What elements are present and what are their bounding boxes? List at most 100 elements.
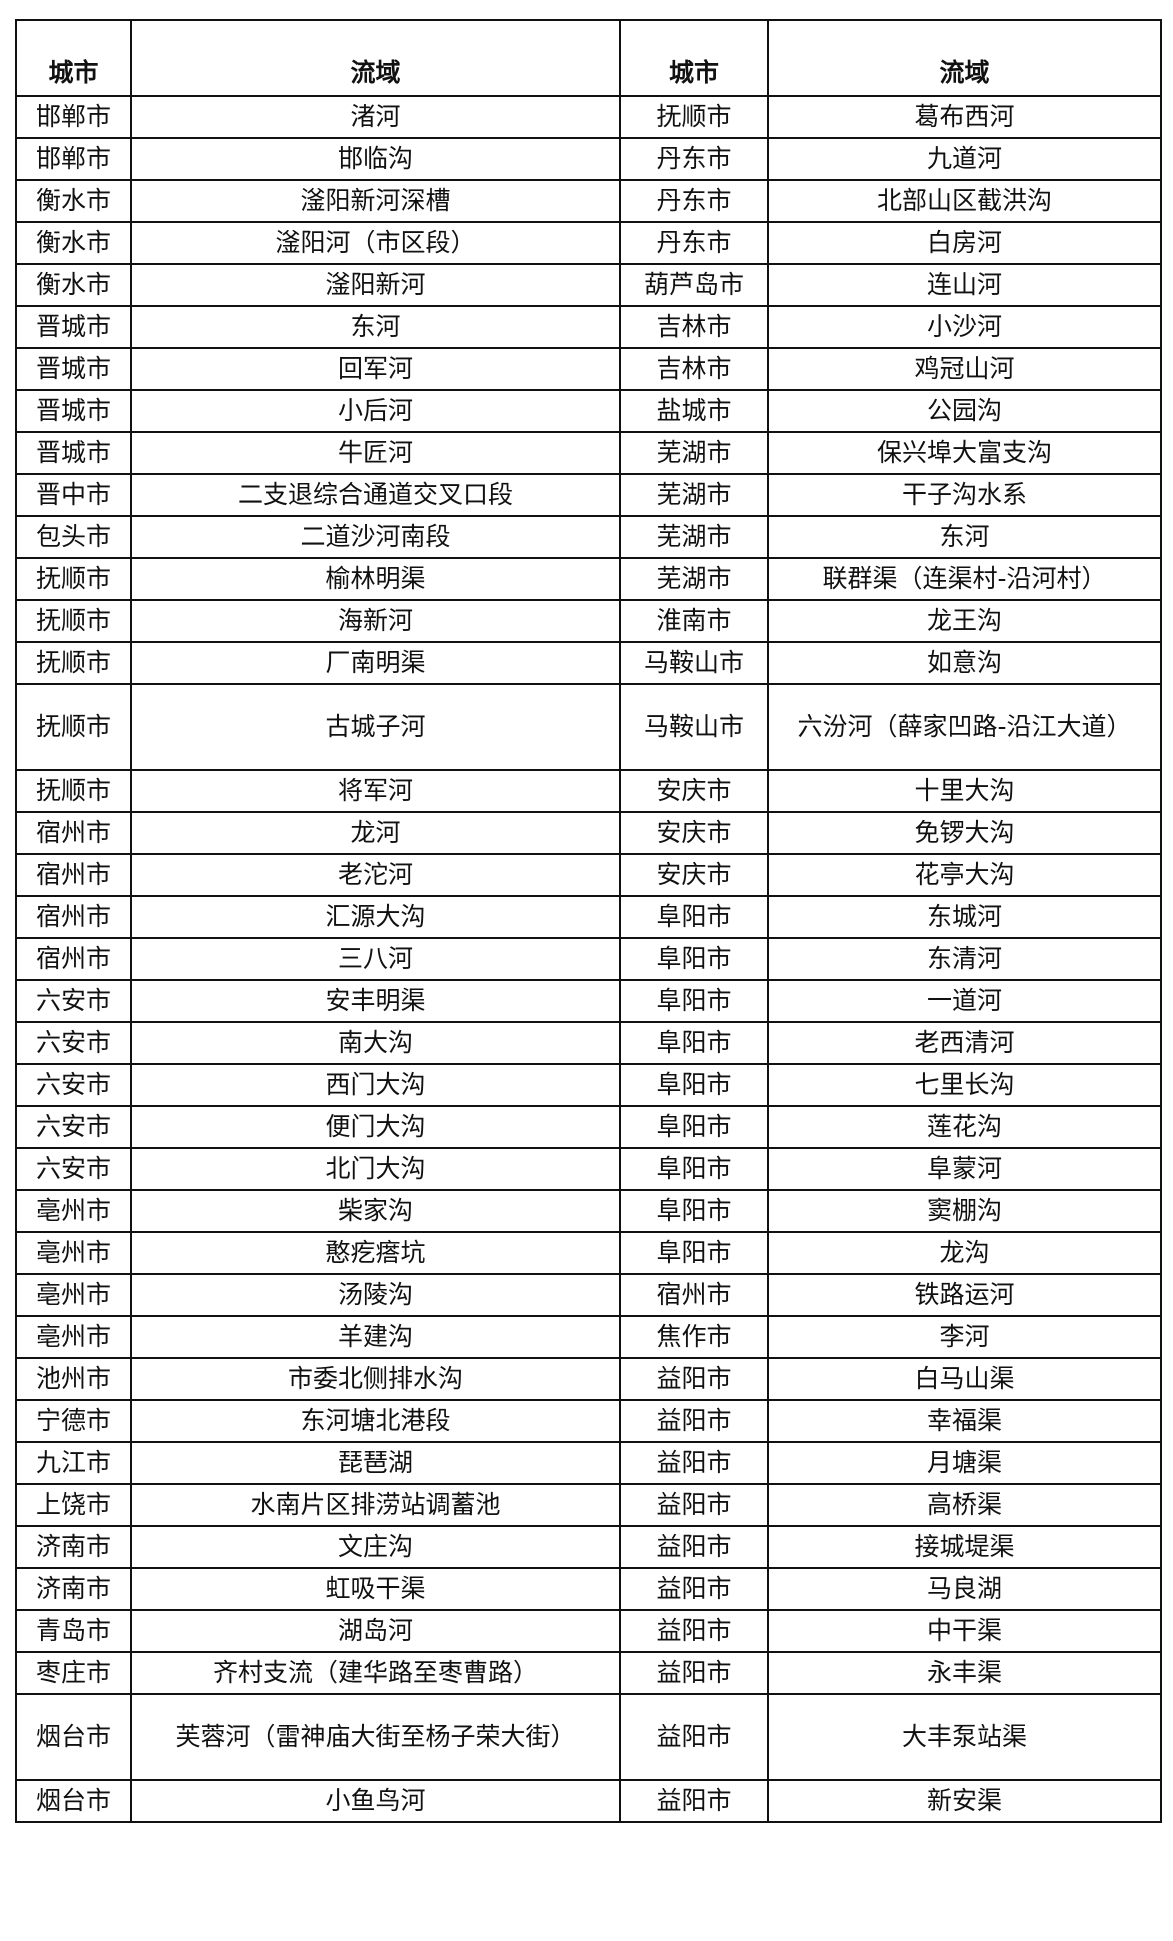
river-basin-table: 城市 流域 城市 流域 邯郸市 渚河 抚顺市 葛布西河 邯郸市 邯临沟 丹东市 九道河 衡水市滏… [15, 19, 1162, 1823]
table-row: 亳州市 汤陵沟 宿州市 铁路运河 [15, 1273, 1162, 1317]
basin-cell: 牛匠河 [130, 431, 621, 475]
basin-cell: 东河塘北港段 [130, 1399, 621, 1443]
table-row: 抚顺市 海新河 淮南市 龙王沟 [15, 599, 1162, 643]
basin-cell: 滏阳新河 [130, 263, 621, 307]
basin-cell: 龙沟 [767, 1231, 1162, 1275]
city-cell: 晋城市 [15, 389, 132, 433]
basin-cell: 老西清河 [767, 1021, 1162, 1065]
table-row: 衡水市 滏阳新河 葫芦岛市 连山河 [15, 263, 1162, 307]
city-cell: 六安市 [15, 979, 132, 1023]
basin-cell: 葛布西河 [767, 95, 1162, 139]
table-row: 池州市 市委北侧排水沟 益阳市 白马山渠 [15, 1357, 1162, 1401]
table-row: 六安市 北门大沟 阜阳市 阜蒙河 [15, 1147, 1162, 1191]
table-row: 济南市 虹吸干渠 益阳市 马良湖 [15, 1567, 1162, 1611]
table-row: 晋中市 二支退综合通道交叉口段 芜湖市 干子沟水系 [15, 473, 1162, 517]
table-row: 六安市 便门大沟 阜阳市 莲花沟 [15, 1105, 1162, 1149]
table-row: 六安市 安丰明渠 阜阳市 一道河 [15, 979, 1162, 1023]
city-cell: 丹东市 [619, 137, 769, 181]
table-row: 济南市 文庄沟 益阳市 接城堤渠 [15, 1525, 1162, 1569]
basin-cell: 月塘渠 [767, 1441, 1162, 1485]
city-cell: 衡水市 [15, 179, 132, 223]
table-row: 烟台市 芙蓉河（雷神庙大街至杨子荣大街） 益阳市 大丰泵站渠 [15, 1693, 1162, 1781]
table-row: 烟台市 小鱼鸟河 益阳市 新安渠 [15, 1779, 1162, 1823]
basin-cell: 李河 [767, 1315, 1162, 1359]
basin-cell: 芙蓉河（雷神庙大街至杨子荣大街） [130, 1693, 621, 1781]
table-row: 晋城市 回军河 吉林市 鸡冠山河 [15, 347, 1162, 391]
city-cell: 枣庄市 [15, 1651, 132, 1695]
basin-cell: 莲花沟 [767, 1105, 1162, 1149]
basin-cell: 三八河 [130, 937, 621, 981]
basin-cell: 窦棚沟 [767, 1189, 1162, 1233]
city-cell: 宁德市 [15, 1399, 132, 1443]
table-row: 亳州市 羊建沟 焦作市 李河 [15, 1315, 1162, 1359]
city-cell: 晋城市 [15, 431, 132, 475]
basin-cell: 铁路运河 [767, 1273, 1162, 1317]
basin-cell: 南大沟 [130, 1021, 621, 1065]
table-row: 抚顺市 榆林明渠 芜湖市 联群渠（连渠村-沿河村） [15, 557, 1162, 601]
city-cell: 益阳市 [619, 1567, 769, 1611]
city-cell: 阜阳市 [619, 1147, 769, 1191]
basin-cell: 东城河 [767, 895, 1162, 939]
city-cell: 六安市 [15, 1063, 132, 1107]
city-cell: 晋城市 [15, 347, 132, 391]
table-row: 邯郸市 邯临沟 丹东市 九道河 [15, 137, 1162, 181]
city-cell: 益阳市 [619, 1357, 769, 1401]
basin-cell: 马良湖 [767, 1567, 1162, 1611]
header-city-1: 城市 [15, 19, 132, 97]
table-row: 抚顺市 厂南明渠 马鞍山市 如意沟 [15, 641, 1162, 685]
city-cell: 益阳市 [619, 1483, 769, 1527]
basin-cell: 龙王沟 [767, 599, 1162, 643]
basin-cell: 小后河 [130, 389, 621, 433]
basin-cell: 便门大沟 [130, 1105, 621, 1149]
city-cell: 抚顺市 [15, 769, 132, 813]
table-row: 青岛市 湖岛河 益阳市 中干渠 [15, 1609, 1162, 1653]
city-cell: 晋中市 [15, 473, 132, 517]
basin-cell: 将军河 [130, 769, 621, 813]
basin-cell: 白马山渠 [767, 1357, 1162, 1401]
city-cell: 丹东市 [619, 221, 769, 265]
city-cell: 宿州市 [15, 937, 132, 981]
basin-cell: 中干渠 [767, 1609, 1162, 1653]
city-cell: 阜阳市 [619, 1105, 769, 1149]
basin-cell: 高桥渠 [767, 1483, 1162, 1527]
basin-cell: 保兴埠大富支沟 [767, 431, 1162, 475]
table-row: 上饶市 水南片区排涝站调蓄池 益阳市 高桥渠 [15, 1483, 1162, 1527]
table-row: 宁德市 东河塘北港段 益阳市 幸福渠 [15, 1399, 1162, 1443]
city-cell: 宿州市 [15, 895, 132, 939]
table-row: 衡水市 滏阳新河深槽 丹东市 北部山区截洪沟 [15, 179, 1162, 223]
table-row: 宿州市 龙河 安庆市 免锣大沟 [15, 811, 1162, 855]
city-cell: 阜阳市 [619, 1231, 769, 1275]
basin-cell: 北门大沟 [130, 1147, 621, 1191]
city-cell: 九江市 [15, 1441, 132, 1485]
city-cell: 抚顺市 [15, 557, 132, 601]
city-cell: 宿州市 [619, 1273, 769, 1317]
city-cell: 阜阳市 [619, 937, 769, 981]
basin-cell: 古城子河 [130, 683, 621, 771]
basin-cell: 憨疙瘩坑 [130, 1231, 621, 1275]
table-row: 晋城市 小后河 盐城市 公园沟 [15, 389, 1162, 433]
city-cell: 济南市 [15, 1525, 132, 1569]
basin-cell: 北部山区截洪沟 [767, 179, 1162, 223]
basin-cell: 十里大沟 [767, 769, 1162, 813]
basin-cell: 湖岛河 [130, 1609, 621, 1653]
city-cell: 吉林市 [619, 347, 769, 391]
header-city-2: 城市 [619, 19, 769, 97]
city-cell: 马鞍山市 [619, 641, 769, 685]
basin-cell: 小鱼鸟河 [130, 1779, 621, 1823]
city-cell: 安庆市 [619, 769, 769, 813]
basin-cell: 幸福渠 [767, 1399, 1162, 1443]
city-cell: 阜阳市 [619, 1021, 769, 1065]
basin-cell: 大丰泵站渠 [767, 1693, 1162, 1781]
city-cell: 丹东市 [619, 179, 769, 223]
basin-cell: 水南片区排涝站调蓄池 [130, 1483, 621, 1527]
basin-cell: 厂南明渠 [130, 641, 621, 685]
city-cell: 邯郸市 [15, 137, 132, 181]
basin-cell: 七里长沟 [767, 1063, 1162, 1107]
table-row: 抚顺市 将军河 安庆市 十里大沟 [15, 769, 1162, 813]
basin-cell: 齐村支流（建华路至枣曹路） [130, 1651, 621, 1695]
city-cell: 安庆市 [619, 811, 769, 855]
city-cell: 亳州市 [15, 1273, 132, 1317]
basin-cell: 阜蒙河 [767, 1147, 1162, 1191]
table-row: 包头市 二道沙河南段 芜湖市 东河 [15, 515, 1162, 559]
table-row: 晋城市 牛匠河 芜湖市 保兴埠大富支沟 [15, 431, 1162, 475]
